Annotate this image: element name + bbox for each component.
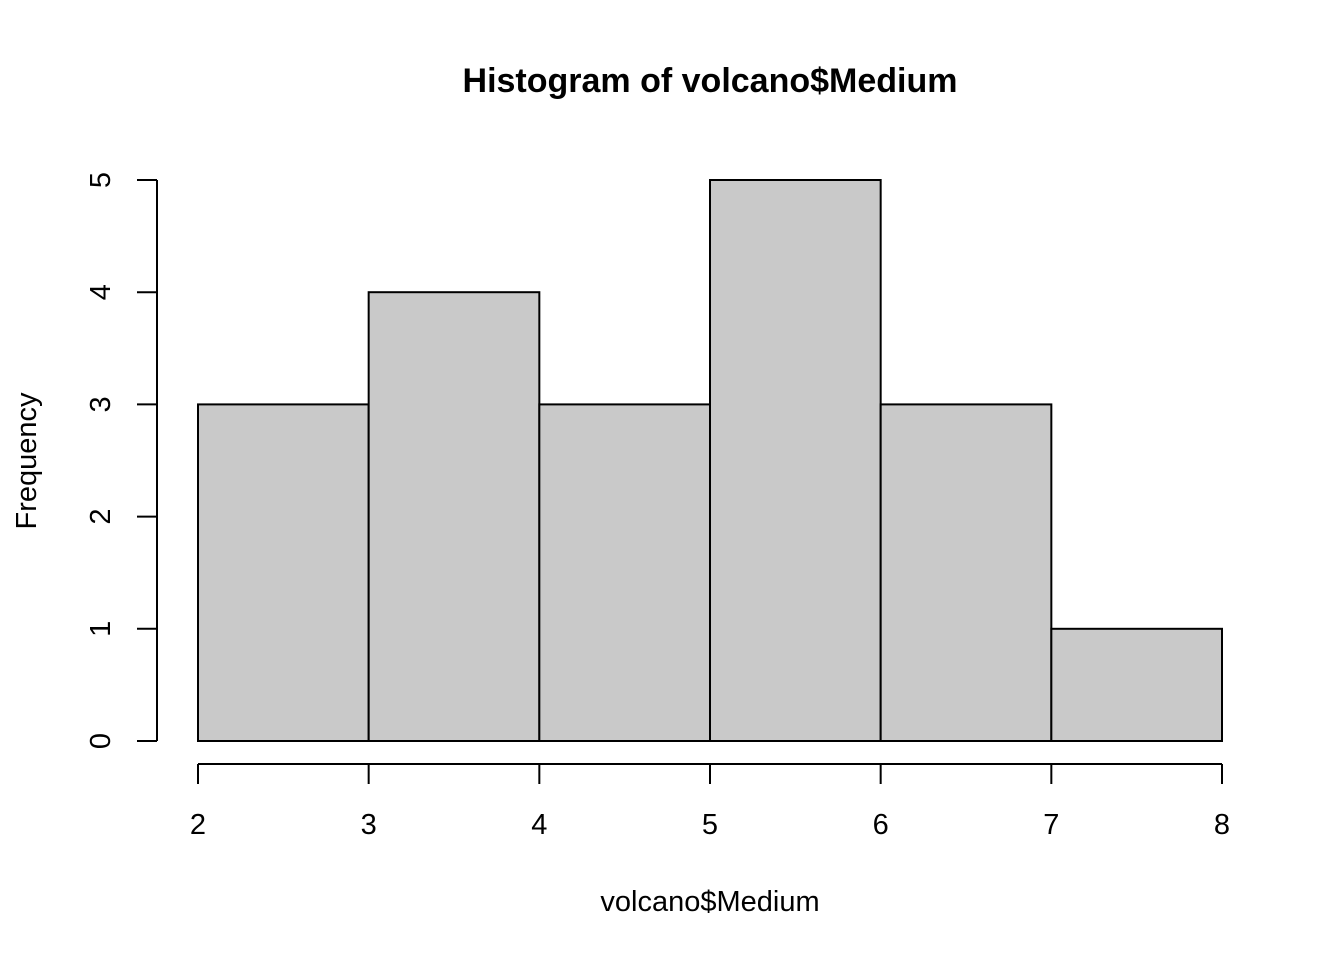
- histogram-bar-4: [879, 403, 1053, 742]
- histogram-bar-5: [1050, 627, 1224, 742]
- histogram-bar-1: [367, 291, 541, 742]
- histogram-bar-0: [197, 403, 370, 742]
- y-tick-label-5: 5: [85, 172, 117, 188]
- x-tick-label-4: 6: [873, 809, 889, 841]
- x-tick-label-6: 8: [1214, 809, 1230, 841]
- y-axis-label: Frequency: [11, 392, 43, 530]
- y-tick-label-1: 1: [85, 621, 117, 637]
- histogram-bar-3: [709, 179, 882, 742]
- y-axis: 0 1 2 3 4 5: [85, 172, 158, 749]
- x-axis-label: volcano$Medium: [600, 886, 819, 918]
- x-axis: 2 3 4 5 6 7 8: [190, 763, 1230, 841]
- histogram-bar-2: [538, 403, 711, 742]
- y-tick-label-2: 2: [85, 509, 117, 525]
- x-tick-label-2: 4: [531, 809, 547, 841]
- x-tick-label-0: 2: [190, 809, 206, 841]
- x-tick-label-3: 5: [702, 809, 718, 841]
- y-tick-label-4: 4: [85, 284, 117, 300]
- y-tick-label-3: 3: [85, 396, 117, 412]
- y-tick-label-0: 0: [85, 733, 117, 749]
- bars-group: [197, 179, 1224, 742]
- x-tick-label-1: 3: [361, 809, 377, 841]
- chart-title: Histogram of volcano$Medium: [463, 62, 958, 100]
- x-tick-label-5: 7: [1043, 809, 1059, 841]
